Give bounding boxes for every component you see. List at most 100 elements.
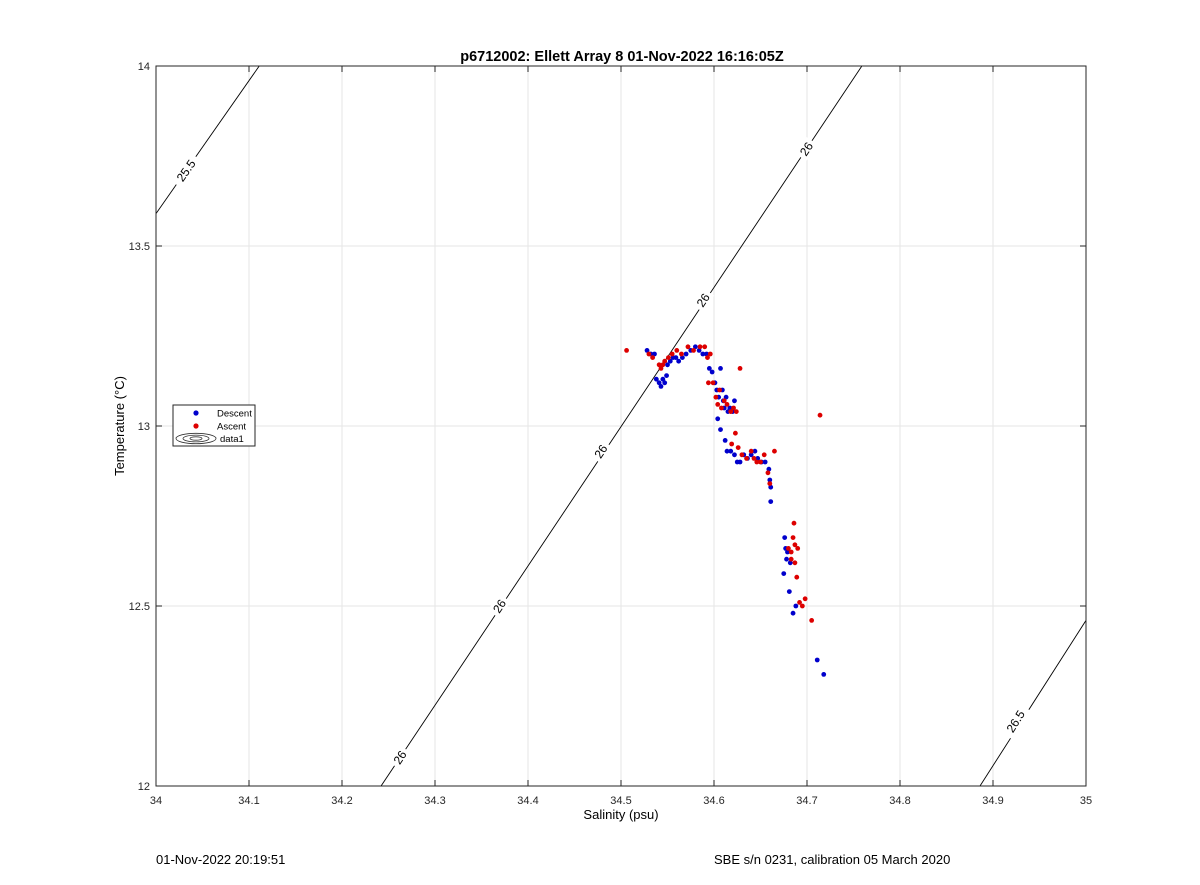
descent-point — [652, 351, 657, 357]
ascent-point — [650, 355, 656, 360]
descent-point — [693, 344, 698, 350]
ascent-point — [658, 366, 664, 371]
ascent-point — [707, 351, 713, 357]
ascent-point — [748, 448, 754, 454]
legend-descent-marker — [193, 410, 199, 416]
ascent-point — [795, 546, 801, 551]
descent-point — [718, 366, 723, 371]
descent-point — [790, 610, 796, 616]
ascent-point — [772, 448, 777, 454]
y-tick-label: 13.5 — [129, 241, 150, 253]
ascent-point — [751, 456, 757, 461]
ascent-point — [728, 409, 734, 414]
descent-point — [704, 351, 709, 357]
contour-label-bg — [691, 287, 715, 313]
descent-point — [784, 556, 789, 562]
ascent-point — [674, 348, 680, 353]
descent-point — [786, 589, 792, 594]
legend-descent-label: Descent — [217, 409, 252, 420]
contour-label-group: 25.5 — [170, 152, 202, 189]
ascent-point — [724, 402, 730, 407]
descent-point — [653, 376, 659, 382]
ascent-point — [691, 348, 696, 353]
contour-label-group: 26 — [794, 136, 818, 162]
descent-point — [658, 384, 664, 389]
descent-point — [793, 603, 799, 609]
ascent-point — [767, 481, 773, 486]
ascent-point — [656, 362, 662, 368]
descent-point — [715, 416, 721, 422]
contour-line — [979, 620, 1086, 786]
ascent-point — [739, 452, 745, 458]
descent-point — [718, 427, 723, 432]
ascent-point — [697, 344, 703, 350]
ascent-point — [797, 600, 802, 605]
ascent-point — [737, 366, 743, 371]
descent-point — [644, 348, 650, 353]
chart-title: p6712002: Ellett Array 8 01-Nov-2022 16:… — [460, 49, 784, 65]
legend-ascent-marker — [193, 423, 199, 429]
descent-point — [781, 571, 787, 576]
descent-point — [768, 499, 774, 504]
contour-line — [156, 66, 260, 214]
descent-point — [737, 459, 743, 465]
x-tick-label: 34.5 — [610, 795, 631, 807]
ascent-point — [732, 430, 738, 436]
ascent-point — [660, 362, 666, 368]
ascent-point — [719, 405, 724, 411]
contour-label-bg — [589, 438, 612, 464]
ascent-point — [786, 546, 791, 551]
descent-point — [724, 448, 730, 454]
ascent-point — [790, 535, 796, 540]
ascent-point — [706, 380, 711, 386]
descent-point — [722, 438, 728, 443]
descent-point — [755, 456, 761, 461]
x-tick-label: 34.4 — [517, 795, 538, 807]
ascent-point — [717, 387, 722, 393]
descent-point — [660, 376, 666, 382]
x-tick-label: 35 — [1080, 795, 1092, 807]
contour-label-group: 26 — [487, 593, 511, 619]
descent-point — [732, 398, 737, 404]
ascent-point — [754, 459, 760, 465]
ascent-point — [731, 405, 736, 411]
ascent-point — [791, 520, 797, 526]
ascent-point — [744, 456, 749, 461]
ascent-point — [646, 351, 652, 357]
contour-label-bg — [794, 136, 818, 162]
ascent-point — [735, 445, 741, 450]
descent-point — [782, 535, 788, 540]
descent-point — [766, 466, 772, 472]
footer-calibration: SBE s/n 0231, calibration 05 March 2020 — [714, 852, 951, 867]
axis-ticks: 34 34.1 34.2 34.3 34.4 34.5 34.6 34.7 34.8 34.9 35… — [129, 61, 1093, 807]
ascent-point — [733, 409, 739, 414]
descent-point — [821, 672, 827, 677]
ascent-point — [758, 459, 763, 465]
descent-point — [683, 351, 689, 357]
ascent-point — [802, 596, 808, 602]
ascent-point — [792, 542, 798, 548]
ascent-point — [794, 574, 800, 580]
legend-contour-icon — [175, 432, 217, 445]
density-contours: 25.5 26 26 26 26 26 26.5 — [156, 66, 1086, 786]
descent-point — [727, 405, 733, 411]
descent-point — [728, 448, 734, 454]
x-tick-label: 34.3 — [424, 795, 445, 807]
contour-label-bg — [487, 593, 511, 619]
legend-data1-label: data1 — [220, 434, 244, 445]
ascent-point — [761, 452, 767, 458]
data-points — [624, 344, 827, 677]
contour-label-bg — [170, 152, 202, 189]
contour-label-group: 26.5 — [1000, 703, 1031, 740]
descent-point — [752, 448, 758, 454]
x-tick-label: 34.6 — [703, 795, 724, 807]
ascent-point — [713, 394, 719, 400]
ascent-point — [721, 398, 727, 404]
descent-point — [664, 373, 669, 378]
ascent-point — [679, 351, 684, 357]
ascent-point — [624, 348, 629, 353]
contour-label-group: 26 — [589, 438, 612, 464]
x-tick-label: 34.2 — [331, 795, 352, 807]
descent-point — [762, 459, 768, 465]
y-tick-label: 14 — [138, 61, 150, 73]
